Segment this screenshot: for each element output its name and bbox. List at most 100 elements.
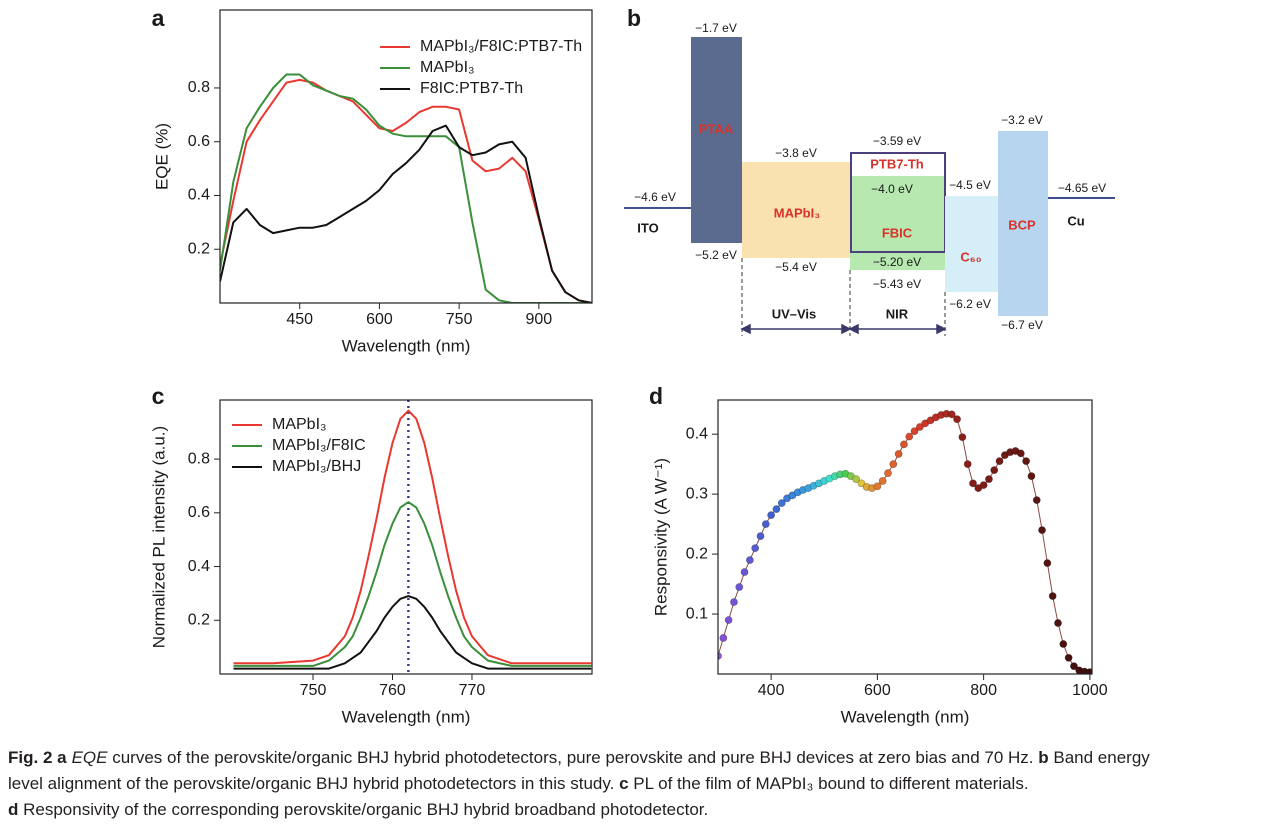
caption-text: curves of the perovskite/organic BHJ hyb… (107, 748, 1039, 767)
y-axis-label: Normalized PL intensity (a.u.) (149, 426, 168, 648)
chart-panel: c 750 760 770 0.2 0.4 0.6 0.8 Wavelength (nm) Nor… (149, 383, 593, 726)
data-point (777, 499, 786, 508)
data-point (1070, 662, 1078, 671)
data-point (1085, 668, 1092, 674)
connector-line (718, 413, 1090, 673)
data-point (979, 481, 988, 490)
data-point (900, 440, 908, 449)
data-point (740, 568, 749, 576)
legend-label: MAPbI₃/F8IC:PTB7-Th (420, 38, 582, 55)
y-tick-label: 0.4 (686, 425, 708, 442)
plot-frame (219, 9, 593, 304)
electrode-name: ITO (637, 220, 658, 235)
caption-text: c (619, 774, 629, 793)
y-tick-label: 0.3 (686, 485, 708, 502)
legend-label: MAPbI₃ (272, 416, 327, 433)
panel-label: b (627, 5, 641, 31)
plot-area (233, 400, 592, 674)
data-point (884, 469, 892, 478)
layer-name: FBIC (882, 225, 913, 240)
data-point (1016, 449, 1025, 458)
plot-area (718, 409, 1092, 674)
y-tick-label: 0.1 (686, 605, 708, 622)
y-tick-label: 0.8 (188, 450, 210, 467)
energy-label: −6.7 eV (1001, 318, 1043, 332)
y-tick-label: 0.4 (188, 187, 210, 204)
data-point (772, 505, 781, 514)
caption-text: level alignment of the perovskite/organi… (8, 774, 620, 793)
series-line (233, 501, 592, 667)
chart-panel: d 400 600 800 1000 0.1 0.2 0.3 0.4 Wavelength (nm… (649, 383, 1108, 726)
energy-label: −4.65 eV (1058, 181, 1106, 195)
data-point (1064, 653, 1073, 662)
caption-line: level alignment of the perovskite/organi… (8, 771, 1150, 797)
series-line (220, 73, 592, 303)
band-diagram: b −4.6 eV ITO −4.65 eV Cu −1.7 eV PTAA −… (624, 5, 1115, 336)
caption-text: Band energy (1048, 748, 1150, 767)
caption-line: Fig. 2 a EQE curves of the perovskite/org… (8, 745, 1150, 771)
figure-caption: Fig. 2 a EQE curves of the perovskite/org… (8, 745, 1150, 823)
data-point (889, 460, 898, 469)
y-tick-label: 0.6 (188, 133, 210, 150)
layer-name: C₆₀ (960, 249, 981, 264)
data-point (947, 410, 956, 419)
data-point (730, 598, 738, 606)
data-point (1059, 640, 1068, 648)
data-point (1048, 592, 1057, 600)
data-point (1027, 472, 1036, 481)
series-line (233, 409, 592, 665)
caption-text: b (1038, 748, 1049, 767)
legend-label: MAPbI₃ (420, 59, 475, 76)
x-axis-label: Wavelength (nm) (841, 707, 970, 726)
data-point (761, 520, 770, 529)
x-axis-label: Wavelength (nm) (342, 707, 471, 726)
y-tick-label: 0.2 (188, 611, 210, 628)
data-point (953, 415, 961, 424)
data-point (719, 634, 728, 642)
panel-label: a (152, 5, 165, 31)
energy-label: −3.8 eV (775, 146, 817, 160)
range-label: UV–Vis (772, 306, 817, 321)
x-axis-label: Wavelength (nm) (342, 336, 471, 355)
y-axis-label: Responsivity (A W⁻¹) (651, 458, 670, 616)
energy-label: −1.7 eV (695, 21, 737, 35)
data-point (958, 433, 967, 442)
data-point (857, 479, 866, 488)
series-line (220, 124, 592, 303)
x-tick-label: 770 (459, 682, 486, 699)
caption-text: EQE (71, 748, 108, 767)
data-point (756, 532, 765, 541)
y-tick-label: 0.2 (686, 545, 708, 562)
y-tick-label: 0.4 (188, 558, 210, 575)
panel-label: c (152, 383, 165, 409)
data-point (985, 475, 993, 484)
y-tick-label: 0.8 (188, 79, 210, 96)
range-label: NIR (886, 306, 909, 321)
data-point (915, 423, 924, 431)
data-point (1032, 496, 1041, 505)
energy-label: −4.6 eV (634, 190, 676, 204)
energy-label: −5.4 eV (775, 260, 817, 274)
data-point (1054, 619, 1062, 627)
energy-label: −3.2 eV (1001, 113, 1043, 127)
data-point (990, 466, 999, 475)
panel-label: d (649, 383, 663, 409)
x-tick-label: 750 (300, 682, 327, 699)
ptaa-band (691, 37, 742, 243)
data-point (751, 544, 760, 552)
caption-text: d (8, 800, 19, 819)
caption-text: Responsivity of the corresponding perovs… (18, 800, 709, 819)
data-point (1038, 526, 1046, 535)
chart-panel: a 450 600 750 900 0.2 0.4 0.6 0.8 Wavelength (nm)… (152, 5, 593, 355)
electrode-name: Cu (1067, 213, 1084, 228)
mapbi-band (742, 162, 850, 258)
legend-label: MAPbI₃/BHJ (272, 458, 361, 475)
y-axis-label: EQE (%) (152, 123, 171, 190)
x-tick-label: 750 (446, 311, 473, 328)
range-arrows (740, 323, 947, 335)
data-point (995, 457, 1004, 466)
x-tick-label: 600 (366, 311, 393, 328)
plot-area (220, 73, 592, 303)
data-point (905, 432, 914, 441)
